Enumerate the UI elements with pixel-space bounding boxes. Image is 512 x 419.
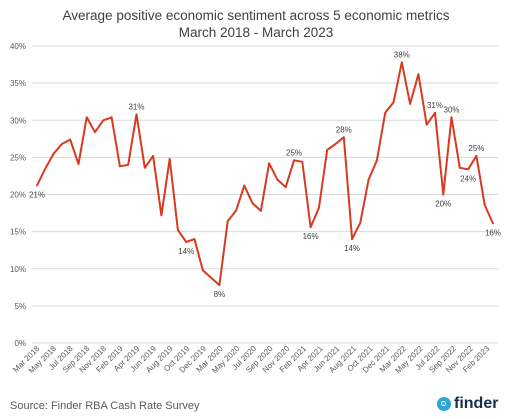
data-point xyxy=(450,116,453,119)
data-point xyxy=(458,166,461,169)
data-point xyxy=(376,159,378,162)
data-point xyxy=(276,178,279,181)
data-point xyxy=(243,184,246,187)
data-point xyxy=(235,209,237,212)
data-point xyxy=(483,203,486,206)
data-point xyxy=(317,206,320,209)
brand-name: finder xyxy=(454,395,499,412)
y-tick-label: 25% xyxy=(10,153,26,162)
data-point xyxy=(284,186,287,188)
y-tick-label: 15% xyxy=(10,228,26,237)
data-label: 21% xyxy=(29,191,45,200)
y-tick-label: 10% xyxy=(10,265,26,274)
data-point xyxy=(85,116,88,119)
data-point xyxy=(392,101,395,104)
data-point xyxy=(367,178,370,181)
data-point xyxy=(334,143,337,145)
data-point xyxy=(168,157,171,160)
data-point xyxy=(127,163,130,166)
y-tick-label: 20% xyxy=(10,191,26,200)
data-label: 38% xyxy=(394,50,410,59)
data-point xyxy=(143,166,146,169)
data-point xyxy=(425,123,428,126)
data-label: 14% xyxy=(178,247,194,256)
data-label: 25% xyxy=(286,148,302,157)
data-point xyxy=(185,241,188,243)
data-point xyxy=(467,168,470,171)
data-point xyxy=(442,193,445,196)
data-label: 28% xyxy=(336,125,352,134)
data-point xyxy=(177,229,179,232)
data-point xyxy=(226,220,229,223)
data-label: 8% xyxy=(214,290,226,299)
data-label: 30% xyxy=(444,105,460,114)
data-point xyxy=(301,160,304,163)
data-label: 31% xyxy=(427,101,443,110)
data-point xyxy=(293,159,295,162)
data-point xyxy=(77,163,80,165)
y-tick-label: 35% xyxy=(10,79,26,88)
data-point xyxy=(251,202,254,205)
data-label: 25% xyxy=(468,144,484,153)
data-point xyxy=(152,154,154,157)
data-point xyxy=(475,154,478,157)
finder-logo-icon xyxy=(437,397,451,411)
data-point xyxy=(110,116,113,119)
data-label: 31% xyxy=(128,102,144,111)
data-point xyxy=(94,131,96,134)
data-point xyxy=(434,111,436,114)
data-point xyxy=(492,222,494,225)
data-point xyxy=(69,138,72,141)
data-point xyxy=(359,221,362,224)
y-tick-label: 5% xyxy=(14,302,26,311)
brand-logo: finder xyxy=(437,395,498,413)
y-tick-label: 30% xyxy=(10,116,26,125)
data-point xyxy=(417,73,420,76)
chart-title: Average positive economic sentiment acro… xyxy=(63,8,450,23)
data-label: 24% xyxy=(460,174,476,183)
data-point xyxy=(160,214,163,217)
y-tick-label: 40% xyxy=(10,42,26,51)
data-point xyxy=(384,111,387,114)
data-label: 16% xyxy=(485,228,501,237)
data-label: 16% xyxy=(303,232,319,241)
data-point xyxy=(135,113,138,116)
data-point xyxy=(193,238,196,240)
data-point xyxy=(119,165,121,168)
data-point xyxy=(351,238,353,240)
data-point xyxy=(409,103,411,105)
data-point xyxy=(44,167,47,170)
data-point xyxy=(326,149,329,151)
data-point xyxy=(102,119,105,122)
data-point xyxy=(60,143,63,145)
source-note: Source: Finder RBA Cash Rate Survey xyxy=(10,400,200,412)
data-point xyxy=(210,276,213,279)
data-point xyxy=(36,184,38,187)
data-label: 14% xyxy=(344,244,360,253)
data-point xyxy=(342,136,345,139)
data-point xyxy=(268,162,271,165)
data-label: 20% xyxy=(435,200,451,209)
data-point xyxy=(309,226,312,229)
data-point xyxy=(218,284,221,286)
data-point xyxy=(400,61,403,64)
y-tick-label: 0% xyxy=(14,339,26,348)
chart-subtitle: March 2018 - March 2023 xyxy=(179,25,334,40)
series-line xyxy=(36,61,494,287)
data-point xyxy=(52,152,55,155)
data-point xyxy=(259,209,262,212)
data-point xyxy=(201,269,204,272)
